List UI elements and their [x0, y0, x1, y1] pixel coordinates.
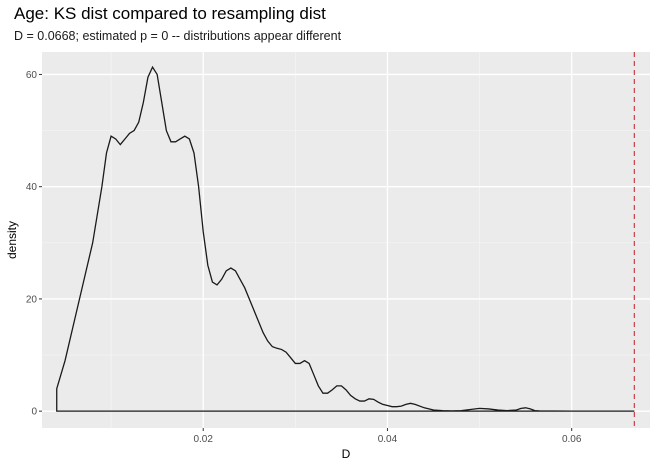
- x-tick-label: 0.06: [562, 434, 582, 445]
- chart-subtitle: D = 0.0668; estimated p = 0 -- distribut…: [14, 29, 342, 43]
- x-axis-ticks: 0.02 0.04 0.06: [193, 428, 582, 445]
- chart-title: Age: KS dist compared to resampling dist: [14, 4, 326, 23]
- minor-gridlines: [42, 52, 650, 428]
- y-tick-label: 60: [26, 70, 38, 81]
- y-tick-label: 40: [26, 182, 38, 193]
- x-axis-title: D: [342, 447, 351, 461]
- x-tick-label: 0.04: [378, 434, 398, 445]
- y-tick-label: 0: [31, 407, 37, 418]
- plot-panel: [42, 52, 650, 428]
- y-tick-label: 20: [26, 294, 38, 305]
- y-axis-title: density: [5, 221, 19, 259]
- y-axis-ticks: 0 20 40 60: [26, 70, 42, 418]
- x-tick-label: 0.02: [193, 434, 213, 445]
- density-curve: [56, 65, 635, 412]
